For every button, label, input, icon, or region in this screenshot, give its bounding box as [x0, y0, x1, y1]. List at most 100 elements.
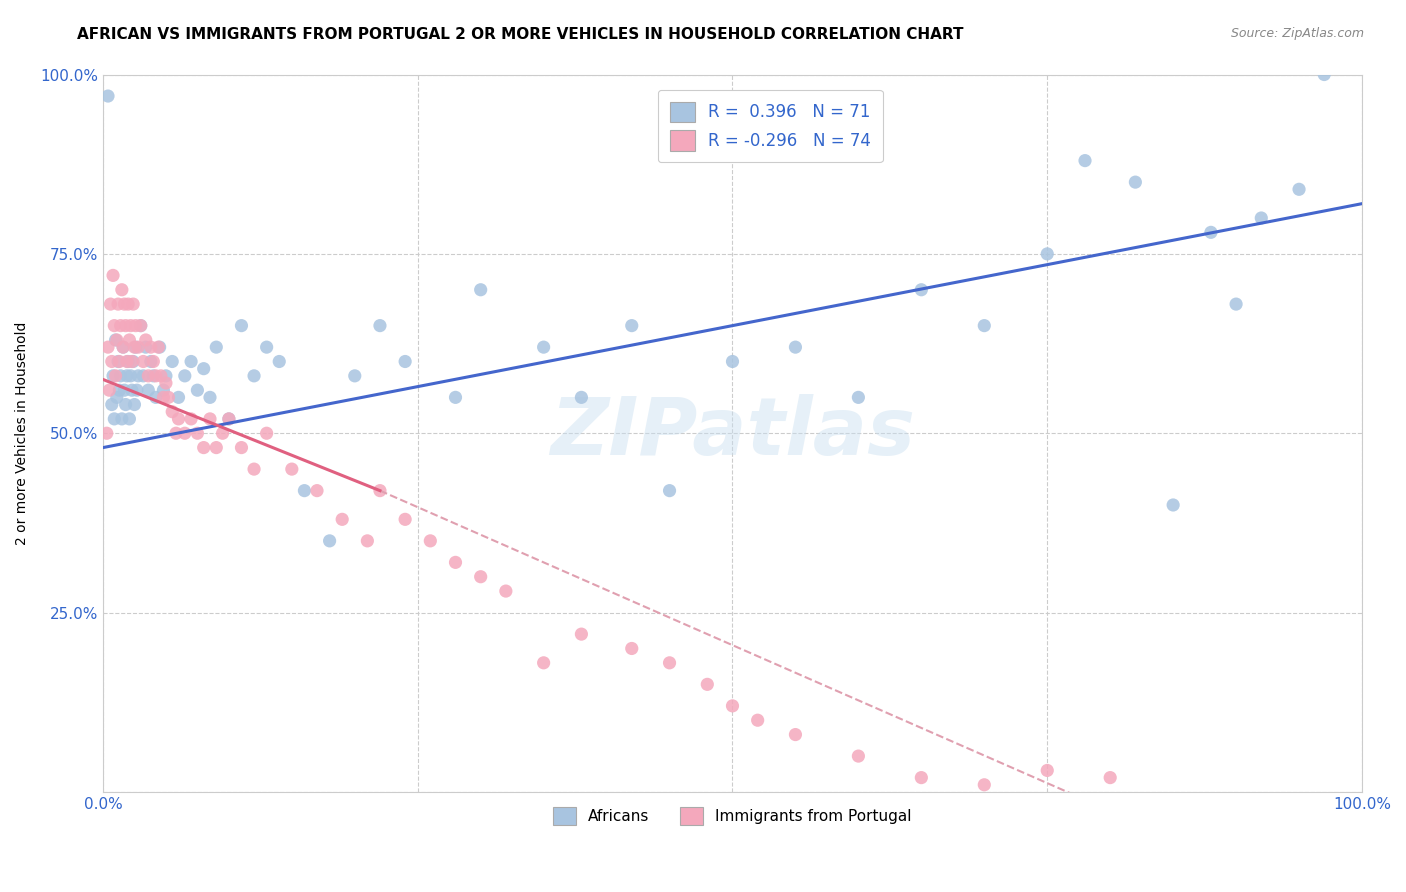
Point — [135, 340, 157, 354]
Point — [114, 398, 136, 412]
Point — [218, 412, 240, 426]
Point — [1225, 297, 1247, 311]
Point — [107, 297, 129, 311]
Point — [256, 340, 278, 354]
Point — [186, 426, 208, 441]
Point — [125, 383, 148, 397]
Point — [160, 405, 183, 419]
Point — [394, 354, 416, 368]
Point — [124, 340, 146, 354]
Point — [658, 483, 681, 498]
Point — [533, 656, 555, 670]
Point — [173, 368, 195, 383]
Point — [281, 462, 304, 476]
Point — [107, 354, 129, 368]
Point — [136, 383, 159, 397]
Point — [152, 383, 174, 397]
Point — [101, 354, 124, 368]
Point — [269, 354, 291, 368]
Point — [1099, 771, 1122, 785]
Point — [118, 412, 141, 426]
Point — [1125, 175, 1147, 189]
Point — [111, 283, 134, 297]
Point — [848, 390, 870, 404]
Point — [117, 354, 139, 368]
Point — [148, 340, 170, 354]
Point — [198, 412, 221, 426]
Point — [112, 340, 135, 354]
Point — [696, 677, 718, 691]
Point — [132, 354, 155, 368]
Point — [1313, 68, 1336, 82]
Point — [973, 778, 995, 792]
Point — [419, 533, 441, 548]
Point — [721, 354, 744, 368]
Point — [115, 368, 138, 383]
Point — [155, 368, 177, 383]
Point — [186, 383, 208, 397]
Point — [145, 390, 167, 404]
Point — [142, 368, 165, 383]
Point — [1161, 498, 1184, 512]
Point — [198, 390, 221, 404]
Point — [142, 354, 165, 368]
Point — [104, 368, 127, 383]
Text: Source: ZipAtlas.com: Source: ZipAtlas.com — [1230, 27, 1364, 40]
Point — [121, 383, 143, 397]
Point — [97, 89, 120, 103]
Point — [205, 441, 228, 455]
Text: AFRICAN VS IMMIGRANTS FROM PORTUGAL 2 OR MORE VEHICLES IN HOUSEHOLD CORRELATION : AFRICAN VS IMMIGRANTS FROM PORTUGAL 2 OR… — [77, 27, 965, 42]
Point — [105, 390, 128, 404]
Point — [112, 340, 135, 354]
Point — [121, 354, 143, 368]
Point — [305, 483, 328, 498]
Point — [101, 268, 124, 283]
Point — [110, 368, 132, 383]
Point — [110, 318, 132, 333]
Point — [160, 354, 183, 368]
Point — [103, 318, 125, 333]
Point — [167, 412, 190, 426]
Point — [368, 483, 391, 498]
Text: ZIPatlas: ZIPatlas — [550, 394, 915, 472]
Point — [785, 340, 807, 354]
Point — [122, 354, 145, 368]
Point — [125, 340, 148, 354]
Point — [973, 318, 995, 333]
Point — [101, 398, 124, 412]
Point — [256, 426, 278, 441]
Point — [127, 340, 149, 354]
Point — [658, 656, 681, 670]
Point — [910, 283, 932, 297]
Point — [193, 361, 215, 376]
Point — [108, 354, 131, 368]
Point — [211, 426, 233, 441]
Point — [103, 412, 125, 426]
Point — [243, 368, 266, 383]
Point — [155, 376, 177, 390]
Point — [98, 383, 121, 397]
Point — [848, 749, 870, 764]
Point — [120, 368, 142, 383]
Point — [132, 368, 155, 383]
Point — [218, 412, 240, 426]
Point — [112, 383, 135, 397]
Point — [167, 390, 190, 404]
Point — [394, 512, 416, 526]
Point — [205, 340, 228, 354]
Point — [124, 398, 146, 412]
Point — [112, 297, 135, 311]
Point — [533, 340, 555, 354]
Point — [129, 318, 152, 333]
Point — [117, 297, 139, 311]
Point — [571, 390, 593, 404]
Point — [111, 412, 134, 426]
Point — [721, 698, 744, 713]
Y-axis label: 2 or more Vehicles in Household: 2 or more Vehicles in Household — [15, 321, 30, 545]
Point — [173, 426, 195, 441]
Point — [470, 283, 492, 297]
Point — [97, 340, 120, 354]
Legend: Africans, Immigrants from Portugal: Africans, Immigrants from Portugal — [544, 797, 921, 835]
Point — [368, 318, 391, 333]
Point — [136, 368, 159, 383]
